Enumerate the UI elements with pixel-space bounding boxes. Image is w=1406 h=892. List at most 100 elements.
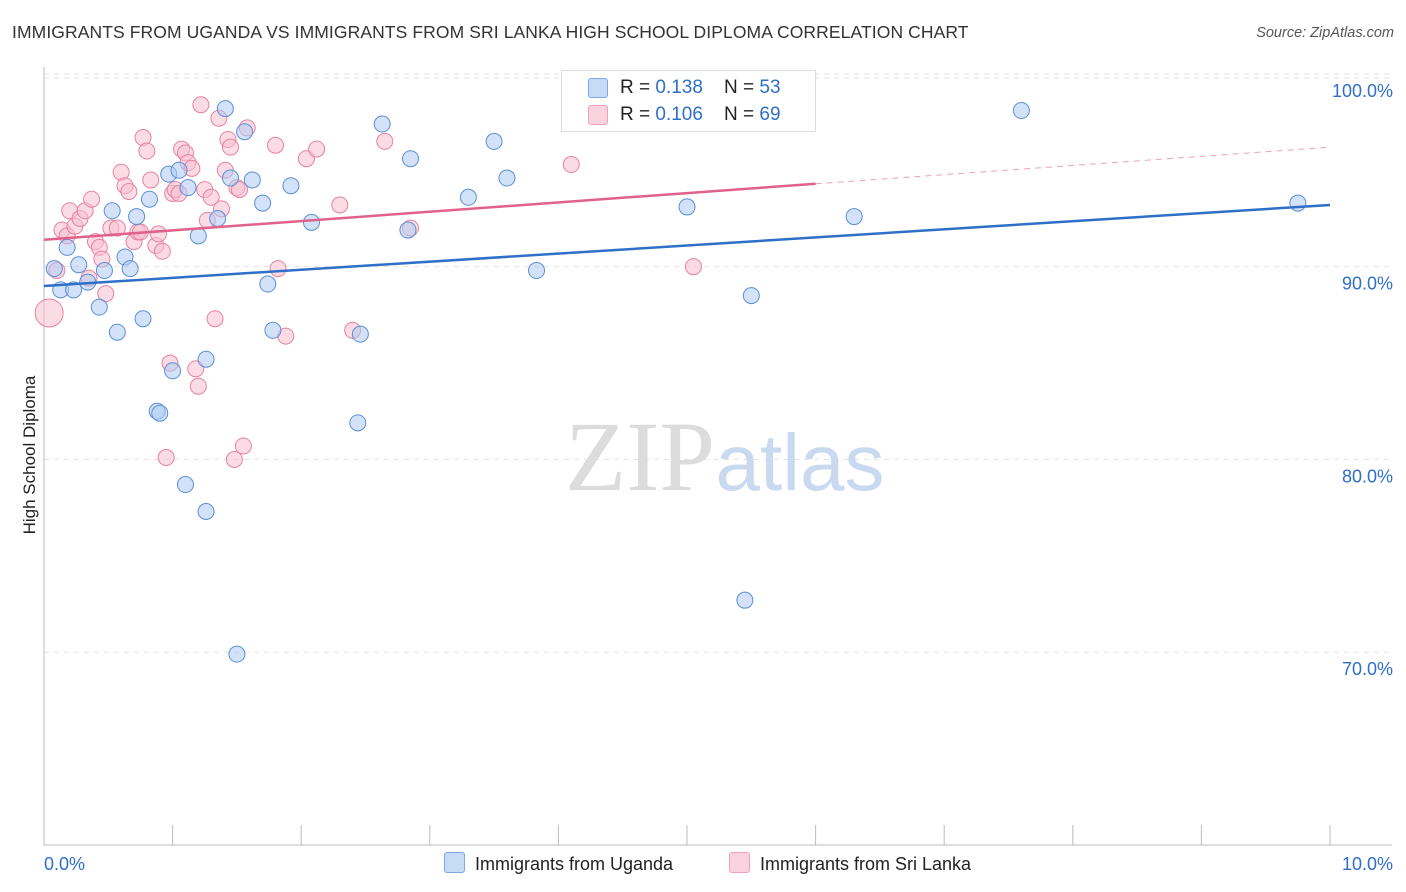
point-srilanka (376, 132, 394, 150)
point-uganda (254, 194, 272, 212)
series-srilanka-points (34, 96, 702, 468)
legend-r-label: R = (620, 77, 656, 98)
point-uganda (399, 221, 417, 239)
legend-stats-uganda: R = 0.138 N = 53 (620, 77, 781, 99)
point-srilanka (108, 219, 126, 237)
trend-line-srilanka (43, 182, 816, 241)
bottom-legend-label-uganda: Immigrants from Uganda (475, 854, 674, 874)
point-srilanka (331, 196, 349, 214)
legend-n-value-uganda: 53 (759, 77, 781, 98)
trend-lines (43, 146, 1331, 288)
point-srilanka (138, 142, 156, 160)
x-tick-labels: 0.0% 10.0% (44, 854, 1393, 874)
point-uganda (209, 209, 227, 227)
x-tick-label: 10.0% (1342, 854, 1393, 874)
bottom-legend-swatch-srilanka (729, 852, 750, 873)
point-srilanka (206, 310, 224, 328)
point-uganda (45, 260, 63, 278)
point-srilanka (149, 225, 167, 243)
point-uganda (179, 179, 197, 197)
trend-line-uganda (43, 203, 1331, 288)
point-uganda (264, 321, 282, 339)
point-uganda (176, 476, 194, 494)
point-srilanka (221, 138, 239, 156)
point-uganda (349, 414, 367, 432)
point-uganda (197, 350, 215, 368)
point-uganda (58, 238, 76, 256)
source-label: Source: ZipAtlas.com (1256, 25, 1394, 41)
point-srilanka (192, 96, 210, 114)
point-uganda (528, 262, 546, 280)
point-uganda (351, 325, 369, 343)
point-srilanka (225, 450, 243, 468)
point-srilanka (34, 298, 64, 328)
point-srilanka (308, 140, 326, 158)
point-uganda (151, 404, 169, 422)
point-srilanka (83, 190, 101, 208)
point-srilanka (120, 183, 138, 201)
y-tick-label: 80.0% (1342, 466, 1393, 486)
point-uganda (259, 275, 277, 293)
legend-r-label: R = (620, 104, 656, 125)
point-srilanka (189, 377, 207, 395)
chart-title: IMMIGRANTS FROM UGANDA VS IMMIGRANTS FRO… (12, 22, 969, 42)
point-srilanka (142, 171, 160, 189)
point-uganda (1012, 102, 1030, 120)
trend-line-srilanka-extension (815, 146, 1331, 185)
watermark: ZIP atlas (565, 401, 884, 512)
point-srilanka (269, 260, 287, 278)
point-uganda (95, 262, 113, 280)
point-srilanka (684, 258, 702, 276)
point-uganda (678, 198, 696, 216)
point-uganda (189, 227, 207, 245)
point-uganda (459, 188, 477, 206)
point-uganda (742, 287, 760, 305)
point-uganda (128, 208, 146, 226)
point-srilanka (202, 188, 220, 206)
bottom-legend-srilanka: Immigrants from Sri Lanka (729, 852, 971, 875)
legend-n-label: N = (724, 77, 760, 98)
point-uganda (243, 171, 261, 189)
point-uganda (90, 298, 108, 316)
point-uganda (216, 100, 234, 118)
axes (43, 67, 1392, 846)
legend-swatch-srilanka (588, 105, 608, 125)
point-uganda (121, 260, 139, 278)
point-uganda (170, 161, 188, 179)
x-tick-label: 0.0% (44, 854, 85, 874)
y-tick-labels: 70.0% 80.0% 90.0% 100.0% (1332, 81, 1393, 679)
bottom-legend-label-srilanka: Immigrants from Sri Lanka (760, 854, 972, 874)
point-uganda (1289, 194, 1307, 212)
grid-lines (44, 73, 1392, 653)
watermark-atlas: atlas (716, 418, 885, 507)
legend-swatch-uganda (588, 78, 608, 98)
point-uganda (164, 362, 182, 380)
y-tick-label: 90.0% (1342, 274, 1393, 294)
point-uganda (373, 115, 391, 133)
point-uganda (197, 503, 215, 521)
y-axis-title: High School Diploma (20, 375, 39, 535)
point-uganda (103, 202, 121, 220)
point-uganda (221, 169, 239, 187)
bottom-legend-swatch-uganda (444, 852, 465, 873)
point-uganda (736, 591, 754, 609)
point-uganda (65, 281, 83, 299)
point-srilanka (266, 136, 284, 154)
y-tick-label: 70.0% (1342, 659, 1393, 679)
stats-legend: R = 0.138 N = 53 R = 0.106 N = 69 (561, 70, 816, 132)
point-srilanka (562, 156, 580, 174)
point-srilanka (230, 181, 248, 199)
y-tick-label: 100.0% (1332, 81, 1393, 101)
point-srilanka (153, 242, 171, 260)
legend-n-value-srilanka: 69 (759, 104, 781, 125)
legend-r-value-uganda: 0.138 (655, 77, 703, 98)
bottom-legend-uganda: Immigrants from Uganda (444, 852, 673, 875)
point-uganda (302, 213, 320, 231)
point-uganda (485, 132, 503, 150)
point-uganda (108, 323, 126, 341)
point-uganda (498, 169, 516, 187)
point-srilanka (234, 437, 252, 455)
point-srilanka (157, 449, 175, 467)
point-uganda (140, 190, 158, 208)
